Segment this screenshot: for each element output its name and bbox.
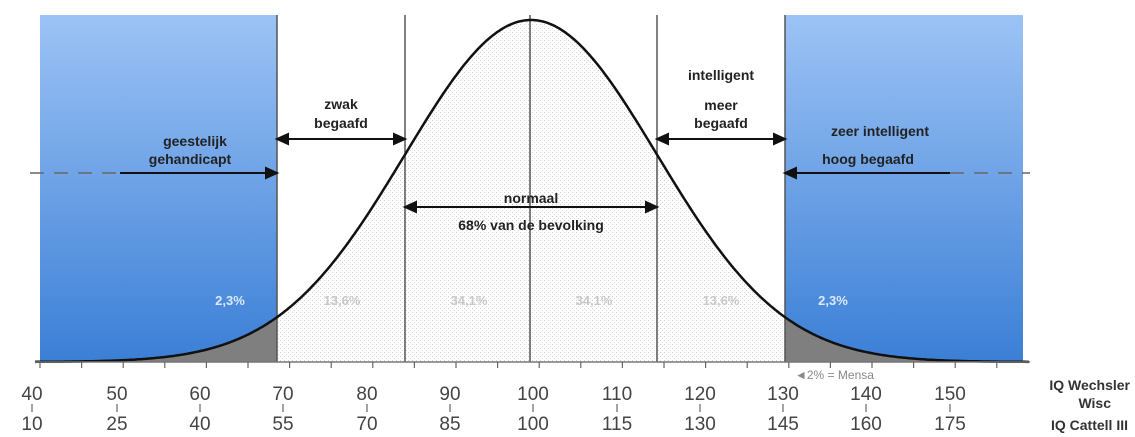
left-inner-label-2: begaafd: [314, 115, 368, 131]
wechsler-tick: 50: [106, 384, 127, 405]
wechsler-tick: 100: [517, 384, 549, 405]
pct-left-inner: 13,6%: [324, 293, 361, 308]
right-inner-label-2: meer: [704, 97, 738, 113]
cattell-tick: 40: [189, 414, 210, 435]
pct-right-inner: 13,6%: [703, 293, 740, 308]
wechsler-ticks: 40 50 60 70 80 90 100 110 120 130 140 15…: [21, 384, 965, 405]
wechsler-tick: 60: [189, 384, 210, 405]
wechsler-tick: 40: [21, 384, 42, 405]
pct-right-outer: 2,3%: [818, 293, 848, 308]
right-inner-label-3: begaafd: [694, 115, 748, 131]
cattell-scale-name: IQ Cattell III: [1051, 417, 1128, 433]
wechsler-tick: 80: [356, 384, 377, 405]
range-arrows: [120, 132, 950, 214]
sd-boundary-lines: [276, 15, 786, 362]
mensa-note: ◄2% = Mensa: [795, 368, 874, 382]
wechsler-tick: 130: [767, 384, 799, 405]
scale-tick-marks: [31, 362, 998, 412]
cattell-tick: 175: [934, 414, 966, 435]
cattell-tick: 25: [106, 414, 127, 435]
cattell-tick: 100: [517, 414, 549, 435]
wechsler-scale-name-2: Wisc: [1078, 395, 1111, 411]
left-blue-zone: [40, 15, 277, 362]
wechsler-tick: 120: [684, 384, 716, 405]
left-outer-label-2: gehandicapt: [149, 151, 232, 167]
left-inner-label-1: zwak: [324, 96, 358, 112]
center-label-2: 68% van de bevolking: [458, 217, 604, 233]
cattell-tick: 55: [272, 414, 293, 435]
left-outer-label-1: geestelijk: [163, 133, 227, 149]
wechsler-tick: 70: [272, 384, 293, 405]
wechsler-tick: 90: [439, 384, 460, 405]
cattell-tick: 160: [850, 414, 882, 435]
cattell-ticks: 10 25 40 55 70 85 100 115 130 145 160 17…: [21, 414, 965, 435]
pct-center-right: 34,1%: [576, 293, 613, 308]
cattell-tick: 115: [602, 414, 632, 435]
right-outer-label-2: hoog begaafd: [822, 151, 914, 167]
pct-left-outer: 2,3%: [215, 293, 245, 308]
cattell-tick: 85: [439, 414, 460, 435]
cattell-tick: 10: [21, 414, 42, 435]
wechsler-scale-name-1: IQ Wechsler: [1049, 377, 1130, 393]
cattell-tick: 145: [767, 414, 799, 435]
right-blue-zone: [785, 15, 1023, 362]
right-inner-label-1: intelligent: [688, 67, 754, 83]
wechsler-tick: 150: [934, 384, 966, 405]
cattell-tick: 70: [356, 414, 377, 435]
center-label-1: normaal: [504, 190, 558, 206]
bell-curve: [34, 18, 1029, 364]
wechsler-tick: 140: [850, 384, 882, 405]
cattell-tick: 130: [684, 414, 716, 435]
pct-center-left: 34,1%: [451, 293, 488, 308]
right-outer-label-1: zeer intelligent: [831, 123, 929, 139]
wechsler-tick: 110: [602, 384, 632, 405]
